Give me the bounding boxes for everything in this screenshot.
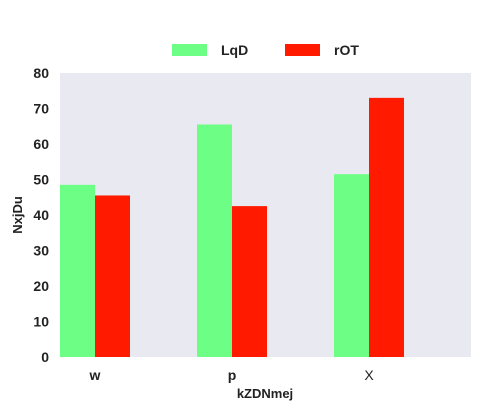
y-tick-label: 40 <box>33 207 49 223</box>
bar-LqD-p <box>197 124 232 357</box>
legend-label-LqD: LqD <box>221 42 248 58</box>
legend-label-rOT: rOT <box>334 42 359 58</box>
x-tick-label: X <box>364 367 374 383</box>
bars-group <box>60 97 404 357</box>
x-tick-label: w <box>89 367 101 383</box>
x-axis-label: kZDNmej <box>237 386 293 401</box>
y-tick-label: 50 <box>33 172 49 188</box>
y-axis-label: NxjDu <box>10 196 25 234</box>
legend: LqD rOT <box>172 42 359 58</box>
bar-LqD-X <box>334 174 369 357</box>
bar-LqD-w <box>60 184 95 357</box>
legend-swatch-LqD <box>172 44 207 56</box>
y-tick-label: 60 <box>33 136 49 152</box>
y-tick-label: 70 <box>33 101 49 117</box>
y-tick-label: 20 <box>33 278 49 294</box>
y-tick-label: 0 <box>41 349 49 365</box>
y-tick-label: 30 <box>33 243 49 259</box>
bar-rOT-w <box>95 195 130 357</box>
y-tick-label: 10 <box>33 314 49 330</box>
x-tick-label: p <box>228 367 237 383</box>
bar-rOT-X <box>369 97 404 357</box>
y-tick-label: 80 <box>33 65 49 81</box>
bar-rOT-p <box>232 206 267 357</box>
y-axis-ticks: 0 10 20 30 40 50 60 70 80 <box>33 65 49 365</box>
legend-swatch-rOT <box>285 44 320 56</box>
